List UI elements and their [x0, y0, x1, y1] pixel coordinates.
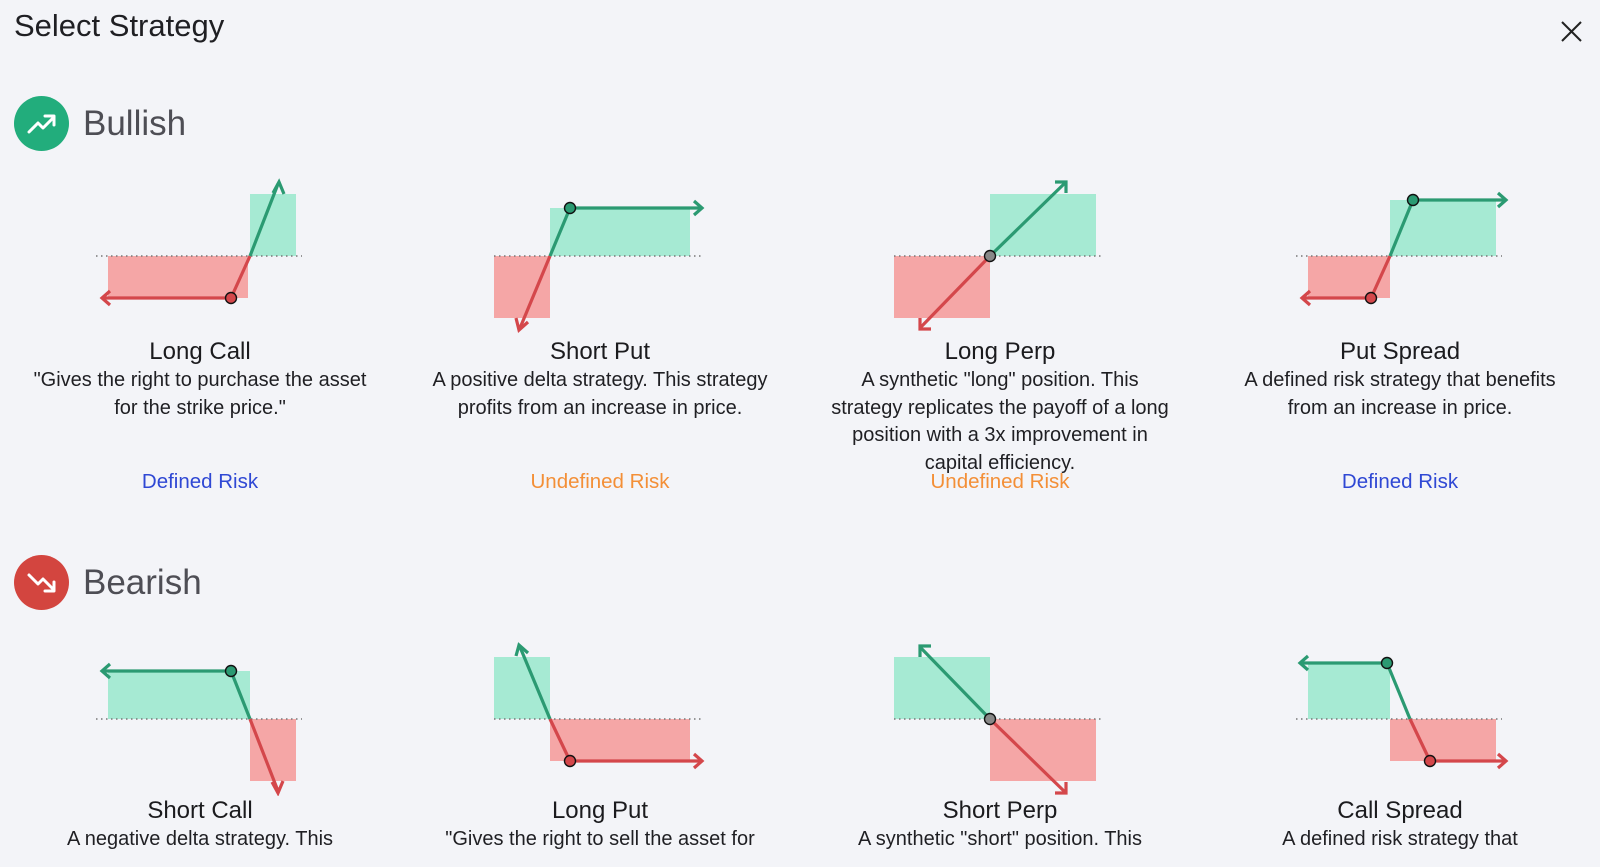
call-spread-payoff-chart [1296, 654, 1509, 770]
risk-badge-defined[interactable]: Defined Risk [141, 470, 259, 493]
card-description: A synthetic "short" position. This [858, 828, 1142, 850]
section-title-bullish: Bullish [83, 103, 187, 143]
card-title: Long Put [551, 797, 649, 824]
card-title: Short Call [147, 797, 253, 824]
long-perp-payoff-chart [894, 180, 1102, 331]
strategy-card-short-put[interactable]: Short Put A positive delta strategy. Thi… [410, 172, 790, 493]
modal-title: Select Strategy [14, 8, 225, 43]
card-description: A negative delta strategy. This [66, 828, 334, 850]
long-put-payoff-chart [494, 642, 705, 770]
card-title: Put Spread [1339, 338, 1461, 365]
strategy-card-long-perp[interactable]: Long Perp A synthetic "long" position. T… [810, 172, 1190, 493]
strategy-card-put-spread[interactable]: Put Spread A defined risk strategy that … [1210, 172, 1590, 493]
bullish-section-header: Bullish [14, 96, 186, 151]
card-title: Call Spread [1337, 797, 1463, 824]
strategy-card-short-perp[interactable]: Short Perp A synthetic "short" position.… [810, 631, 1190, 854]
card-description: A positive delta strategy. This strategy… [432, 369, 768, 419]
card-description: A defined risk strategy that benefits fr… [1244, 369, 1556, 419]
card-title: Long Perp [944, 338, 1056, 365]
short-perp-payoff-chart [894, 644, 1102, 795]
card-title: Short Put [549, 338, 651, 365]
strategy-card-long-call[interactable]: Long Call "Gives the right to purchase t… [10, 172, 390, 493]
close-button[interactable] [1554, 14, 1588, 48]
card-title: Short Perp [942, 797, 1058, 824]
card-description: A defined risk strategy that [1282, 828, 1518, 850]
risk-badge-undefined[interactable]: Undefined Risk [530, 470, 670, 493]
risk-badge-defined[interactable]: Defined Risk [1341, 470, 1459, 493]
short-put-payoff-chart [494, 199, 705, 333]
trend-up-icon [14, 96, 69, 151]
short-call-payoff-chart [96, 662, 302, 796]
card-description: "Gives the right to purchase the asset f… [33, 369, 367, 419]
long-call-payoff-chart [96, 178, 302, 307]
card-description: A synthetic "long" position. This strate… [831, 369, 1169, 474]
strategy-card-call-spread[interactable]: Call Spread A defined risk strategy that [1210, 631, 1590, 854]
card-description: "Gives the right to sell the asset for [445, 828, 755, 850]
risk-badge-undefined[interactable]: Undefined Risk [930, 470, 1070, 493]
strategy-card-short-call[interactable]: Short Call A negative delta strategy. Th… [10, 631, 390, 854]
trend-down-icon [14, 555, 69, 610]
section-title-bearish: Bearish [83, 562, 202, 602]
card-title: Long Call [149, 338, 251, 365]
bearish-section-header: Bearish [14, 555, 202, 610]
put-spread-payoff-chart [1296, 191, 1509, 307]
strategy-card-long-put[interactable]: Long Put "Gives the right to sell the as… [410, 631, 790, 854]
close-icon [1561, 21, 1582, 42]
